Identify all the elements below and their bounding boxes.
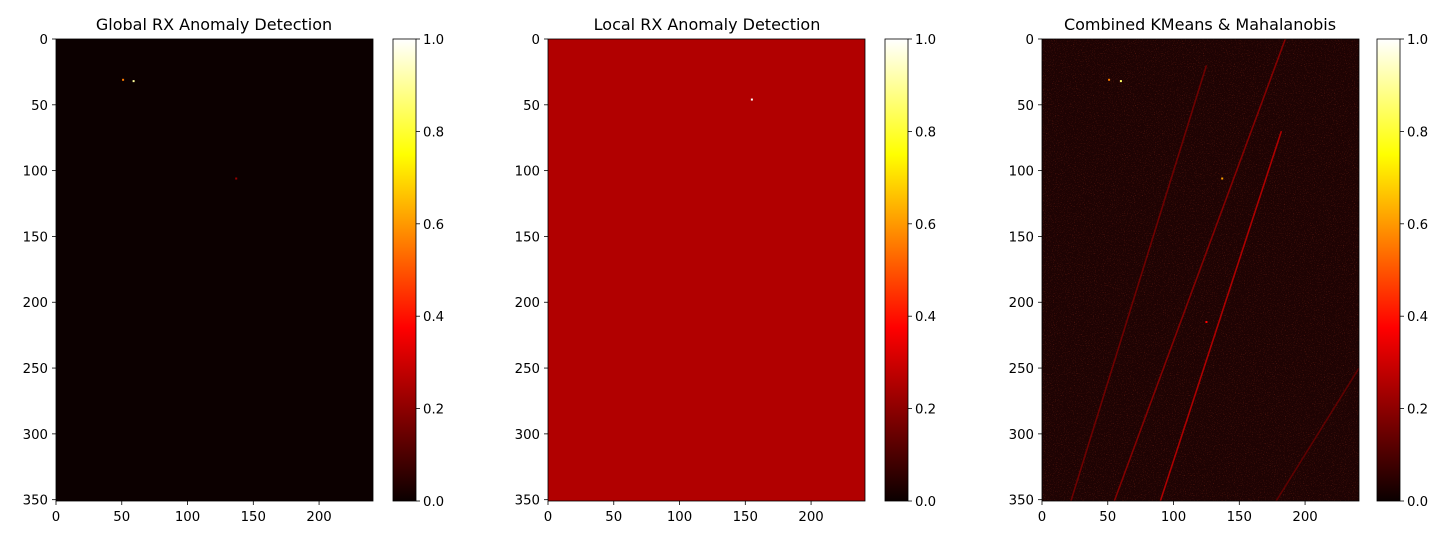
colorbar-frame: [884, 38, 909, 502]
panel-title: Combined KMeans & Mahalanobis: [1064, 15, 1336, 34]
y-tick-label: 300: [515, 428, 540, 443]
plot-frame: [1041, 38, 1360, 502]
y-tick-label: 200: [515, 296, 540, 311]
colorbar-frame: [1376, 38, 1401, 502]
y-tick-label: 150: [23, 230, 48, 245]
x-tick-label: 200: [798, 510, 823, 525]
x-tick-label: 150: [241, 510, 266, 525]
colorbar-tick-label: 0.6: [1407, 218, 1428, 233]
x-tick-label: 50: [113, 510, 130, 525]
colorbar-tick-label: 0.4: [423, 310, 444, 325]
y-tick-label: 50: [523, 99, 540, 114]
colorbar-tick-label: 0.2: [423, 403, 444, 418]
colorbar-tick-label: 0.8: [1407, 125, 1428, 140]
anomaly-streak: [1159, 130, 1283, 501]
y-tick-label: 150: [515, 230, 540, 245]
colorbar-tick-label: 0.8: [423, 125, 444, 140]
y-tick-label: 250: [23, 362, 48, 377]
heatmap-image: [56, 39, 373, 501]
panel-combined-kmeans-mahalanobis: Combined KMeans & Mahalanobis 0 50 100 150 2…: [1009, 15, 1429, 525]
colorbar-tick-label: 0.6: [915, 218, 936, 233]
colorbar-frame: [392, 38, 417, 502]
colorbar-tick-label: 0.0: [423, 495, 444, 510]
x-tick-label: 100: [667, 510, 692, 525]
colorbar-tick-label: 1.0: [1407, 33, 1428, 48]
anomaly-pixel: [1221, 177, 1224, 180]
y-tick-label: 200: [23, 296, 48, 311]
plot-frame: [55, 38, 374, 502]
anomaly-streak: [1113, 39, 1287, 501]
colorbar-gradient: [885, 39, 908, 501]
colorbar-tick-label: 0.0: [915, 495, 936, 510]
anomaly-pixel: [1108, 78, 1111, 81]
anomaly-pixel: [132, 80, 135, 83]
colorbar-tick-label: 0.4: [915, 310, 936, 325]
y-tick-label: 100: [23, 165, 48, 180]
colorbar-tick-label: 0.6: [423, 218, 444, 233]
anomaly-pixel: [1119, 80, 1122, 83]
y-tick-label: 250: [515, 362, 540, 377]
colorbar-tick-label: 0.2: [1407, 403, 1428, 418]
panel-local-rx: Local RX Anomaly Detection 0 50 100 150 200 2…: [515, 15, 937, 525]
colorbar-tick-label: 0.2: [915, 403, 936, 418]
colorbar-gradient: [1377, 39, 1400, 501]
x-tick-label: 150: [733, 510, 758, 525]
y-tick-label: 350: [23, 494, 48, 509]
colorbar-tick-label: 1.0: [915, 33, 936, 48]
x-tick-label: 50: [605, 510, 622, 525]
colorbar-tick-label: 0.4: [1407, 310, 1428, 325]
x-tick-label: 0: [52, 510, 60, 525]
colorbar: 0.0 0.2 0.4 0.6 0.8 1.0: [392, 33, 444, 510]
y-tick-label: 350: [515, 494, 540, 509]
colorbar-gradient: [393, 39, 416, 501]
x-tick-label: 50: [1099, 510, 1116, 525]
anomaly-streak: [1070, 65, 1208, 501]
panel-title: Local RX Anomaly Detection: [594, 15, 821, 34]
anomaly-pixel: [1205, 320, 1208, 323]
panel-global-rx: Global RX Anomaly Detection 0 50 100 150 200…: [23, 15, 445, 525]
x-tick-label: 0: [1038, 510, 1046, 525]
y-tick-label: 100: [1009, 165, 1034, 180]
colorbar: 0.0 0.2 0.4 0.6 0.8 1.0: [1376, 33, 1428, 510]
y-tick-label: 0: [532, 33, 540, 48]
colorbar-tick-label: 1.0: [423, 33, 444, 48]
x-tick-label: 200: [306, 510, 331, 525]
y-tick-label: 0: [40, 33, 48, 48]
colorbar: 0.0 0.2 0.4 0.6 0.8 1.0: [884, 33, 936, 510]
colorbar-tick-label: 0.8: [915, 125, 936, 140]
y-tick-label: 150: [1009, 230, 1034, 245]
x-tick-label: 200: [1292, 510, 1317, 525]
y-tick-label: 50: [31, 99, 48, 114]
x-tick-label: 150: [1227, 510, 1252, 525]
plot-frame: [547, 38, 866, 502]
y-tick-label: 100: [515, 165, 540, 180]
y-tick-label: 200: [1009, 296, 1034, 311]
y-tick-label: 300: [23, 428, 48, 443]
y-tick-label: 300: [1009, 428, 1034, 443]
anomaly-pixel: [122, 78, 125, 81]
y-tick-label: 250: [1009, 362, 1034, 377]
anomaly-pixel: [235, 177, 238, 180]
anomaly-pixel: [750, 98, 753, 101]
anomaly-streak: [1275, 367, 1359, 501]
y-tick-label: 0: [1026, 33, 1034, 48]
y-tick-label: 50: [1017, 99, 1034, 114]
y-tick-label: 350: [1009, 494, 1034, 509]
heatmap-image: [548, 39, 865, 501]
x-tick-label: 100: [175, 510, 200, 525]
colorbar-tick-label: 0.0: [1407, 495, 1428, 510]
x-tick-label: 0: [544, 510, 552, 525]
x-tick-label: 100: [1161, 510, 1186, 525]
panel-title: Global RX Anomaly Detection: [96, 15, 332, 34]
